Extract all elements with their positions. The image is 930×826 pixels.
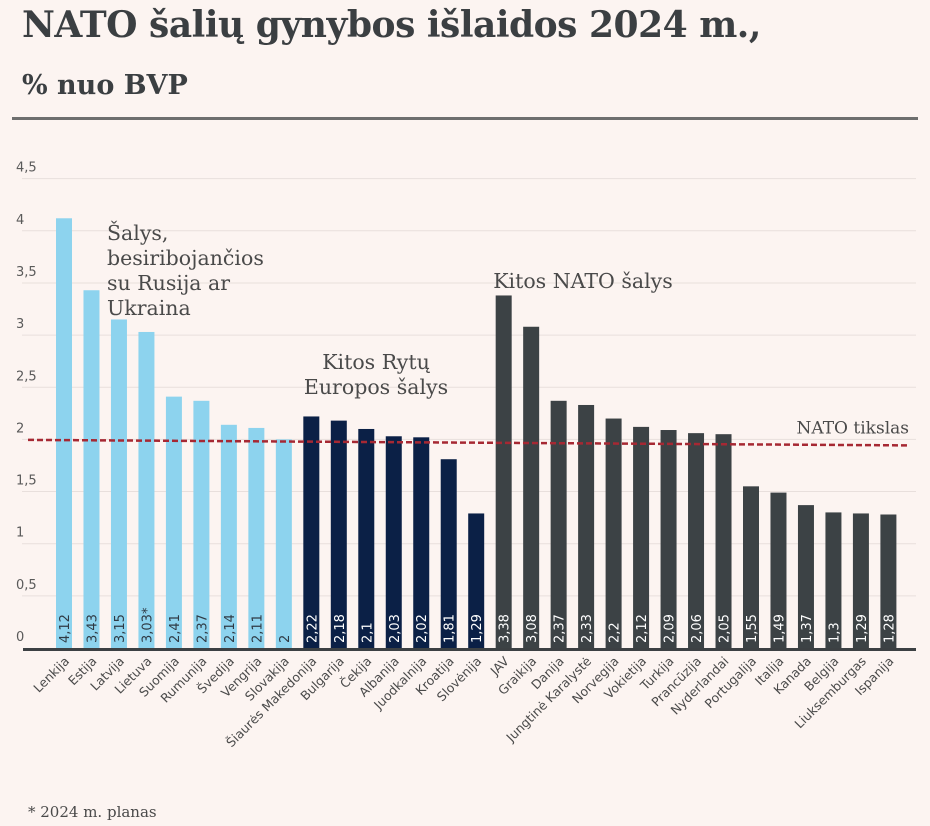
bar-value-label: 2,06 (690, 614, 705, 643)
bar-value-label: 2,1 (360, 622, 375, 643)
bar (358, 428, 375, 648)
bar (440, 459, 457, 648)
bar-value-label: 3,15 (113, 614, 128, 643)
bar (770, 492, 787, 648)
nato-target-label: NATO tikslas (797, 418, 910, 438)
footnote: * 2024 m. planas (28, 803, 157, 821)
bar-value-label: 3,38 (498, 614, 513, 643)
y-axis-ticks: 0 0,5 1 1,5 2 2,5 3 3,5 4 4,5 (16, 161, 37, 645)
y-tick-label: 1 (16, 526, 24, 541)
bar (165, 396, 182, 648)
bar-value-label: 2,14 (223, 614, 238, 643)
bar (605, 418, 622, 648)
bar-chart: 0 0,5 1 1,5 2 2,5 3 3,5 4 4,5 4,12 3,43 3,15 3,03* 2,… (16, 161, 916, 750)
bar-value-label: 2,11 (250, 614, 265, 643)
nato-target: NATO tikslas (27, 418, 911, 447)
bar-value-label: 2,22 (305, 614, 320, 643)
bar (633, 426, 650, 648)
bar-value-labels: 4,12 3,43 3,15 3,03* 2,41 2,37 2,14 2,11 2 2,22 2,… (58, 607, 897, 643)
bar (193, 400, 210, 648)
bar (523, 326, 540, 648)
bar (56, 218, 72, 648)
y-tick-label: 2 (16, 421, 24, 436)
x-axis-label: Lenkija (30, 654, 72, 696)
y-tick-label: 4,5 (16, 161, 37, 176)
bar (550, 400, 567, 648)
bar-value-label: 3,03* (140, 607, 155, 643)
bar-value-label: 1,49 (772, 614, 787, 643)
bar-value-label: 1,29 (470, 614, 485, 643)
bar (797, 505, 814, 648)
bar-value-label: 3,43 (85, 614, 100, 643)
bar (413, 437, 430, 648)
bar (688, 433, 705, 648)
title-divider (12, 117, 918, 120)
group-label: Ukraina (107, 296, 191, 320)
bar (880, 514, 897, 648)
y-tick-label: 0,5 (16, 578, 37, 593)
bar-value-label: 2,41 (168, 614, 183, 643)
bar-value-label: 2,18 (333, 614, 348, 643)
bar (220, 424, 237, 648)
bar-value-label: 1,3 (827, 622, 842, 643)
y-tick-label: 3,5 (16, 265, 37, 280)
bar-value-label: 2,12 (635, 614, 650, 643)
nato-target-line (27, 438, 911, 447)
bar (495, 295, 512, 648)
bar-value-label: 2,2 (608, 622, 623, 643)
bar (303, 416, 320, 648)
bar-value-label: 3,08 (525, 614, 540, 643)
bar (468, 513, 485, 648)
group-label: Europos šalys (304, 375, 448, 399)
bar (660, 430, 677, 648)
bar (852, 513, 869, 648)
chart-title: NATO šalių gynybos išlaidos 2024 m., (22, 4, 761, 46)
bar-value-label: 2,37 (195, 614, 210, 643)
bar-value-label: 2,02 (415, 614, 430, 643)
bar-value-label: 2,37 (553, 614, 568, 643)
bar (743, 486, 759, 648)
bar (83, 290, 100, 648)
bar-value-label: 4,12 (58, 614, 73, 643)
bars (56, 218, 897, 648)
bar-value-label: 2,03 (388, 614, 403, 643)
bar (138, 331, 155, 648)
chart-subtitle: % nuo BVP (22, 70, 188, 101)
bar-value-label: 1,29 (855, 614, 870, 643)
bar (715, 434, 732, 648)
y-tick-label: 2,5 (16, 369, 37, 384)
y-tick-label: 3 (16, 317, 24, 332)
y-tick-label: 0 (16, 630, 24, 645)
bar-value-label: 1,81 (443, 614, 458, 643)
bar-value-label: 1,55 (745, 614, 760, 643)
group-label: Šalys, (107, 220, 168, 245)
bar-value-label: 2,09 (663, 614, 678, 643)
bar (330, 420, 347, 648)
bar-value-label: 1,28 (882, 614, 897, 643)
bar (248, 427, 265, 648)
y-tick-label: 4 (16, 213, 24, 228)
bar (825, 512, 842, 648)
bar (110, 319, 127, 648)
bar (578, 404, 595, 648)
bar (385, 436, 402, 648)
bar-value-label: 2,33 (580, 614, 595, 643)
x-axis-labels: LenkijaEstijaLatvijaLietuvaSuomijaRumuni… (30, 653, 896, 750)
group-label: Kitos NATO šalys (493, 269, 673, 293)
y-tick-label: 1,5 (16, 474, 37, 489)
bar-value-label: 2,05 (718, 614, 733, 643)
bar (275, 439, 292, 648)
bar-value-label: 2 (278, 635, 293, 643)
group-label: besiribojančios (107, 246, 264, 270)
group-label: Kitos Rytų (322, 350, 430, 374)
group-label: su Rusija ar (107, 271, 230, 295)
bar-value-label: 1,37 (800, 614, 815, 643)
